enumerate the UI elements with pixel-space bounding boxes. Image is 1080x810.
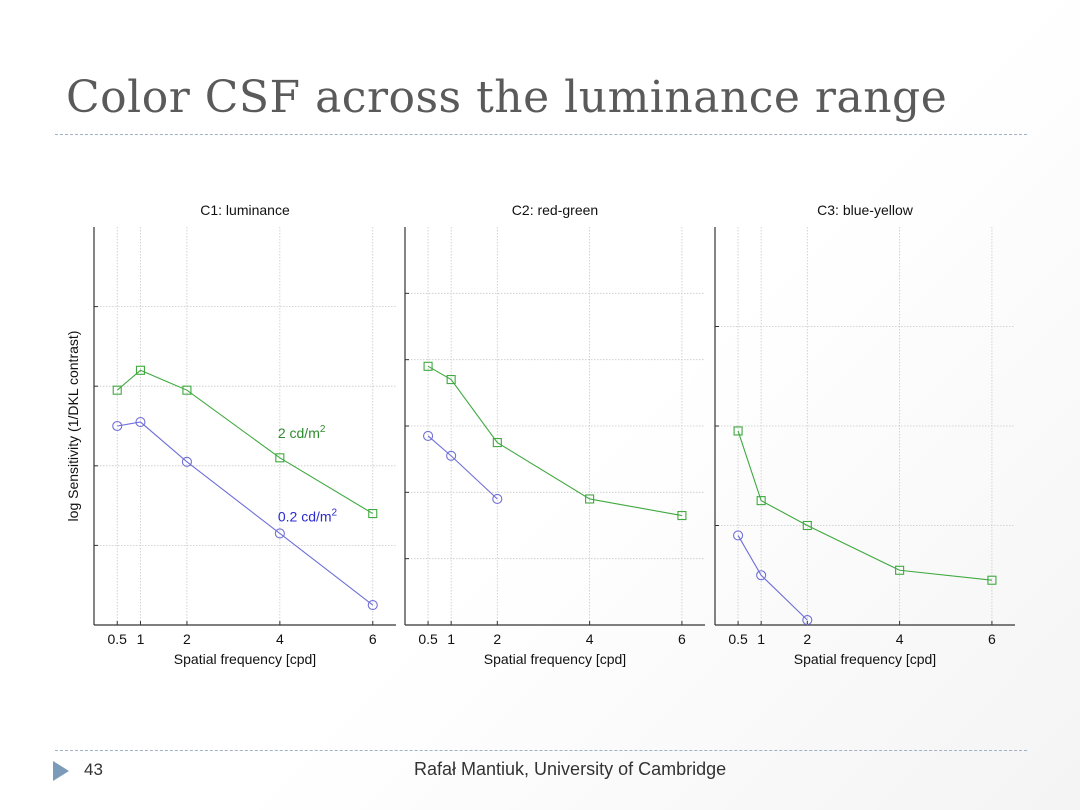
series-line-0.2cd [427,435,498,500]
x-axis-label: Spatial frequency [cpd] [174,651,316,667]
data-point-square [733,426,743,436]
data-point-circle [756,570,767,581]
panel-title: C2: red-green [512,202,598,218]
x-axis-label: Spatial frequency [cpd] [794,651,936,667]
slide-title: Color CSF across the luminance range [66,72,948,123]
data-point-circle [135,416,146,428]
footer-arrow-icon [53,761,69,781]
x-tick-label: 0.5 [728,631,748,647]
footer-divider [55,750,1027,751]
csf-panel-3: 0.5 1 2 4 6 C3: blue-yellow Spatial frequency … [714,202,1015,667]
data-point-square [182,385,192,395]
series-line-2cd [737,430,992,581]
series-line-0.2cd [737,535,808,621]
data-point-square [368,509,378,519]
series-line-2cd [427,365,683,517]
data-point-square [802,520,812,531]
x-tick-label: 0.5 [418,631,438,647]
x-tick-label: 6 [678,631,686,647]
data-point-circle [423,430,434,442]
x-tick-label: 1 [137,631,145,647]
x-tick-label: 6 [988,631,996,647]
series-label-2cd: 2 cd/m2 [278,424,326,441]
x-tick-label: 1 [447,631,455,647]
data-point-square [756,496,766,506]
data-point-circle [492,493,503,505]
data-point-square [275,453,285,463]
x-tick-label: 2 [803,631,811,647]
x-tick-label: 0.5 [107,631,127,647]
x-tick-label: 1 [757,631,765,647]
data-point-square [423,361,433,371]
x-tick-label: 4 [896,631,904,647]
x-tick-label: 4 [276,631,284,647]
x-axis-label: Spatial frequency [cpd] [484,651,626,667]
series-line-2cd [116,369,374,515]
data-point-square [446,375,456,385]
data-point-square [112,385,122,395]
x-tick-label: 6 [369,631,377,647]
x-tick-label: 2 [493,631,501,647]
data-point-square [492,438,502,448]
y-axis-label: log Sensitivity (1/DKL contrast) [65,331,81,522]
data-point-circle [733,530,744,541]
data-point-circle [274,528,285,539]
page-number: 43 [84,760,103,779]
data-point-circle [181,456,192,467]
data-point-circle [367,600,378,611]
footer-credit: Rafał Mantiuk, University of Cambridge [414,759,727,779]
panel-title: C3: blue-yellow [817,202,914,218]
panel-title: C1: luminance [200,202,290,218]
data-point-square [677,510,687,521]
x-tick-label: 4 [586,631,594,647]
series-line-0.2cd [117,421,374,606]
csf-panel-1: 0.5 1 2 4 6 C1: luminance Spatial frequency [c… [65,202,396,667]
data-point-circle [112,420,123,432]
data-point-square [585,494,595,504]
data-point-square [135,365,146,375]
x-tick-label: 2 [183,631,191,647]
data-point-circle [802,614,813,626]
data-point-circle [446,450,457,461]
data-point-square [987,575,997,585]
title-divider [55,134,1027,135]
series-label-0.2cd: 0.2 cd/m2 [278,508,338,525]
csf-panel-2: 0.5 1 2 4 6 C2: red-green Spatial frequency [c… [404,202,705,667]
data-point-square [895,565,905,575]
